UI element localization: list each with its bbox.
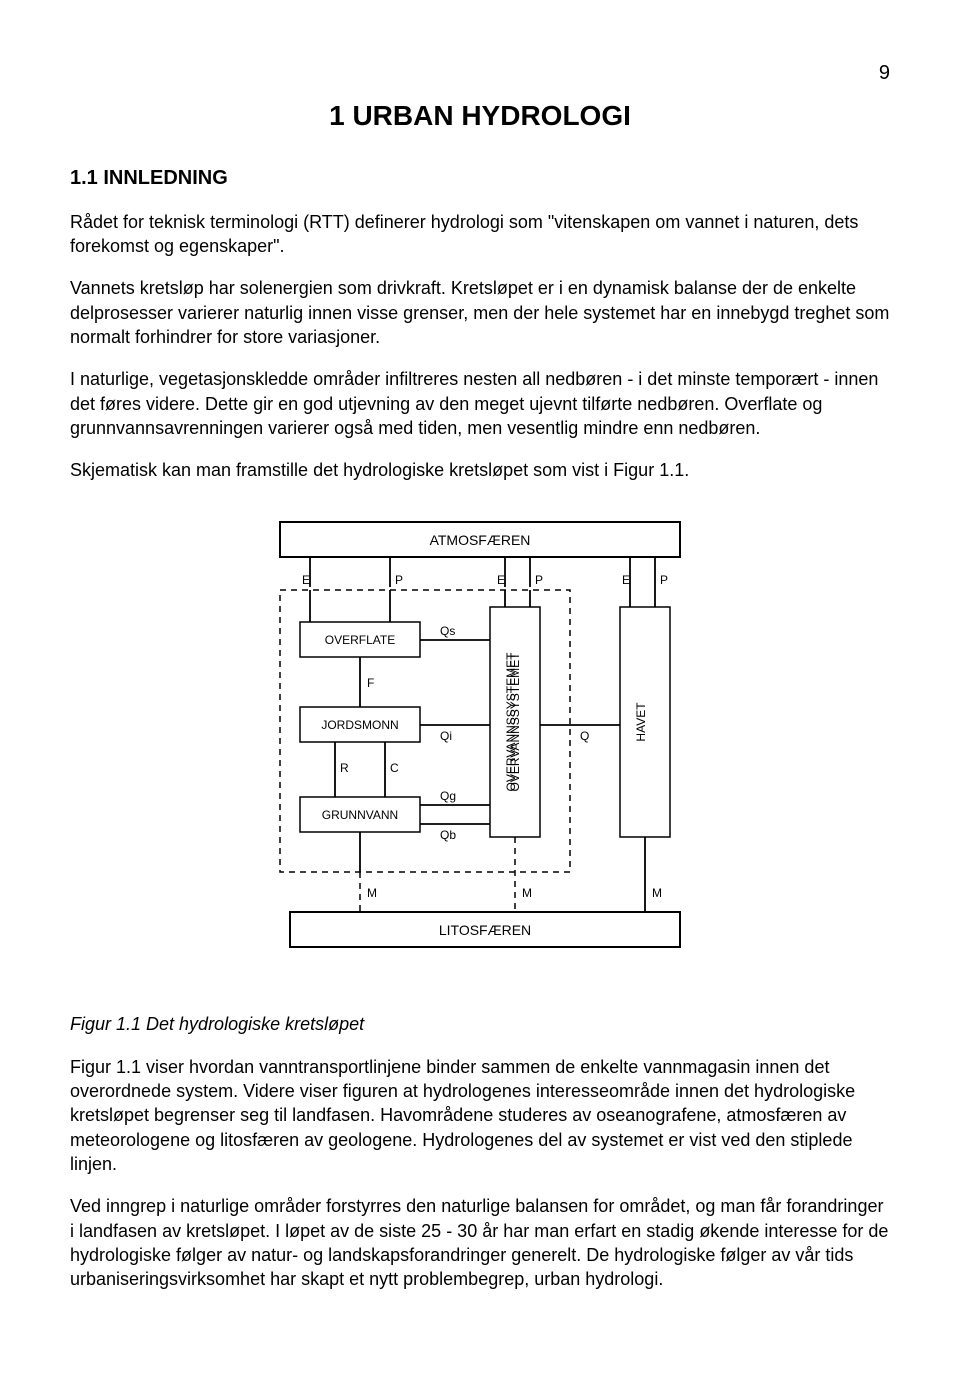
flow-label: P — [535, 573, 543, 587]
chapter-title: 1 URBAN HYDROLOGI — [70, 97, 890, 135]
diagram-sea-label: HAVET — [634, 702, 648, 742]
flow-label: P — [395, 573, 403, 587]
flow-label: M — [652, 886, 662, 900]
flow-label: E — [302, 573, 310, 587]
page-number: 9 — [70, 60, 890, 87]
paragraph: Skjematisk kan man framstille det hydrol… — [70, 458, 890, 482]
diagram-drainage-label-2: OVERVANNSSYSTEMET — [504, 652, 518, 792]
flow-label: Qs — [440, 624, 455, 638]
flow-label: P — [660, 573, 668, 587]
flow-label: M — [367, 886, 377, 900]
flow-label: Q — [580, 729, 589, 743]
flow-label: Qg — [440, 789, 456, 803]
flow-label: E — [622, 573, 630, 587]
diagram-atmosphere-label: ATMOSFÆREN — [430, 532, 531, 548]
figure-hydrologic-cycle: ATMOSFÆREN E P E P E P OVERFLATE Qs F JO… — [230, 512, 730, 982]
flow-label: Qi — [440, 729, 452, 743]
paragraph: Rådet for teknisk terminologi (RTT) defi… — [70, 210, 890, 259]
paragraph: Vannets kretsløp har solenergien som dri… — [70, 276, 890, 349]
flow-label: C — [390, 761, 399, 775]
diagram-groundwater-label: GRUNNVANN — [322, 808, 398, 822]
diagram-lithosphere-label: LITOSFÆREN — [439, 922, 531, 938]
paragraph: Figur 1.1 viser hvordan vanntransportlin… — [70, 1055, 890, 1176]
diagram-soil-label: JORDSMONN — [321, 718, 398, 732]
flow-label: Qb — [440, 828, 456, 842]
flow-label: E — [497, 573, 505, 587]
section-heading: 1.1 INNLEDNING — [70, 165, 890, 192]
paragraph: I naturlige, vegetasjonskledde områder i… — [70, 367, 890, 440]
flow-label: M — [522, 886, 532, 900]
flow-label: F — [367, 676, 374, 690]
diagram-surface-label: OVERFLATE — [325, 633, 395, 647]
figure-caption: Figur 1.1 Det hydrologiske kretsløpet — [70, 1012, 890, 1036]
paragraph: Ved inngrep i naturlige områder forstyrr… — [70, 1194, 890, 1291]
flow-label: R — [340, 761, 349, 775]
